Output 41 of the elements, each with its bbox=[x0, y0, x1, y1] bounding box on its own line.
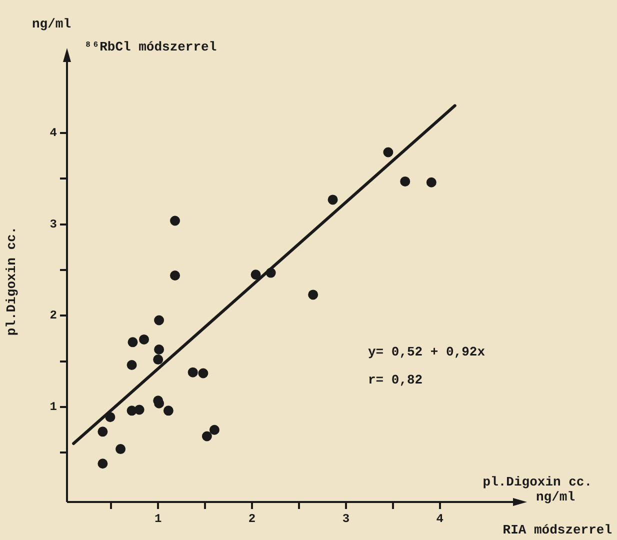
point bbox=[98, 458, 108, 469]
y-tick-label: 1 bbox=[50, 400, 57, 414]
point bbox=[198, 368, 208, 378]
point bbox=[383, 147, 394, 158]
point bbox=[209, 424, 220, 435]
x-tick-label: 3 bbox=[342, 512, 350, 526]
point bbox=[308, 290, 318, 300]
annotation: r= 0,82 bbox=[368, 372, 423, 388]
point bbox=[266, 268, 276, 278]
x-axis-title: pl.Digoxin cc. bbox=[482, 474, 592, 490]
point bbox=[170, 216, 180, 226]
point bbox=[163, 406, 174, 416]
point bbox=[426, 177, 436, 188]
point bbox=[126, 360, 137, 370]
text: RIA módszerrel bbox=[502, 522, 612, 538]
x-tick-label: 4 bbox=[436, 512, 444, 526]
point bbox=[116, 444, 126, 454]
x-tick-label: 2 bbox=[248, 512, 256, 526]
point bbox=[250, 270, 261, 280]
point bbox=[153, 354, 164, 365]
point bbox=[170, 270, 180, 281]
point bbox=[400, 176, 410, 186]
point bbox=[134, 404, 144, 415]
text: ng/ml bbox=[536, 489, 576, 504]
text: ⁸⁶RbCl módszerrel bbox=[84, 39, 217, 54]
text: ng/ml bbox=[32, 16, 72, 32]
point bbox=[154, 315, 164, 326]
point bbox=[154, 344, 164, 354]
point bbox=[328, 194, 338, 205]
y-tick-label: 4 bbox=[50, 126, 57, 140]
point bbox=[105, 412, 116, 422]
point bbox=[98, 426, 108, 437]
x-tick-label: 1 bbox=[154, 512, 162, 526]
y-tick-label: 3 bbox=[50, 217, 57, 232]
y-axis-title: pl.Digoxin cc. bbox=[4, 226, 20, 336]
point bbox=[128, 337, 138, 348]
point bbox=[139, 334, 150, 344]
y-tick-label: 2 bbox=[50, 308, 57, 323]
annotation: y= 0,52 + 0,92x bbox=[368, 344, 486, 360]
point bbox=[188, 367, 198, 378]
point bbox=[202, 431, 212, 442]
